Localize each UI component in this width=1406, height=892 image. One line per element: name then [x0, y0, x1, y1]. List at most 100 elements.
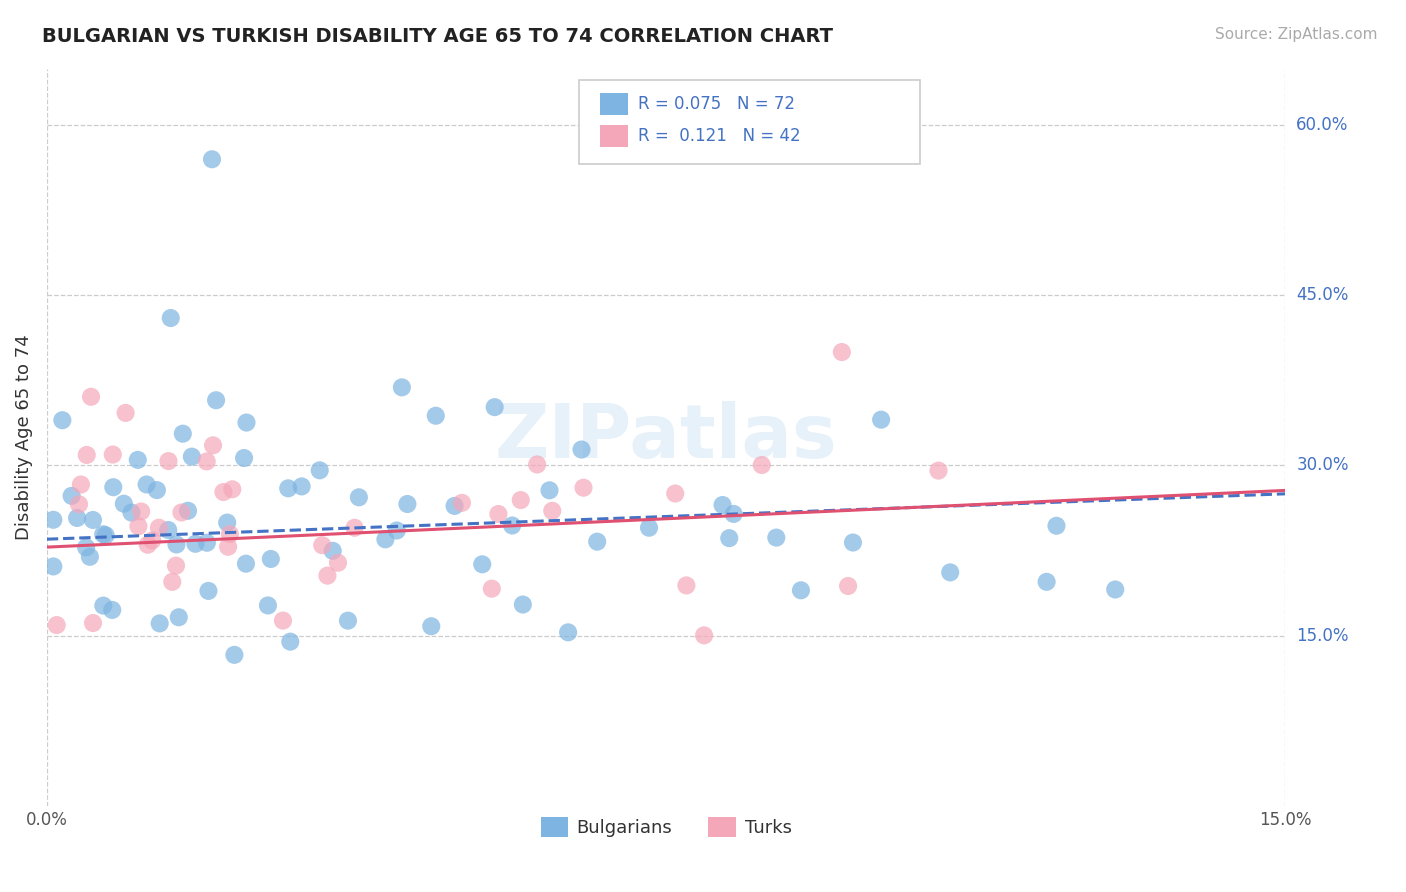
- Point: [217, 540, 239, 554]
- Point: [1104, 582, 1126, 597]
- Point: [385, 524, 408, 538]
- Point: [374, 533, 396, 547]
- Point: [165, 558, 187, 573]
- Point: [135, 477, 157, 491]
- Point: [638, 521, 661, 535]
- Point: [157, 454, 180, 468]
- Point: [751, 458, 773, 472]
- Text: ZIPatlas: ZIPatlas: [495, 401, 838, 474]
- Point: [723, 507, 745, 521]
- Point: [257, 599, 280, 613]
- Point: [927, 464, 949, 478]
- Point: [157, 523, 180, 537]
- Point: [79, 549, 101, 564]
- Point: [512, 598, 534, 612]
- Point: [790, 583, 813, 598]
- Point: [51, 413, 73, 427]
- Text: 60.0%: 60.0%: [1296, 116, 1348, 134]
- Point: [205, 393, 228, 408]
- Point: [60, 489, 83, 503]
- Point: [195, 535, 218, 549]
- Point: [149, 616, 172, 631]
- Point: [212, 485, 235, 500]
- Point: [277, 481, 299, 495]
- Point: [526, 458, 548, 472]
- Point: [42, 559, 65, 574]
- Point: [693, 628, 716, 642]
- Point: [451, 496, 474, 510]
- Point: [1045, 518, 1067, 533]
- Text: R =  0.121   N = 42: R = 0.121 N = 42: [637, 128, 800, 145]
- Point: [425, 409, 447, 423]
- Point: [67, 497, 90, 511]
- Point: [347, 491, 370, 505]
- Text: R = 0.075   N = 72: R = 0.075 N = 72: [637, 95, 794, 113]
- Point: [91, 599, 114, 613]
- Y-axis label: Disability Age 65 to 74: Disability Age 65 to 74: [15, 334, 32, 540]
- Point: [127, 519, 149, 533]
- Point: [396, 497, 419, 511]
- Point: [202, 438, 225, 452]
- Point: [201, 153, 224, 167]
- Point: [195, 454, 218, 468]
- Point: [233, 450, 256, 465]
- Point: [291, 479, 314, 493]
- Point: [538, 483, 561, 498]
- Point: [831, 345, 853, 359]
- Point: [217, 516, 239, 530]
- Point: [162, 574, 184, 589]
- Point: [127, 453, 149, 467]
- Bar: [600, 125, 627, 147]
- Point: [91, 527, 114, 541]
- Point: [197, 583, 219, 598]
- Point: [765, 531, 787, 545]
- Point: [235, 416, 257, 430]
- Point: [311, 538, 333, 552]
- Point: [316, 568, 339, 582]
- Point: [82, 615, 104, 630]
- Point: [481, 582, 503, 596]
- Point: [141, 533, 163, 548]
- Point: [837, 579, 859, 593]
- Point: [177, 504, 200, 518]
- Legend: Bulgarians, Turks: Bulgarians, Turks: [533, 809, 799, 845]
- Point: [114, 406, 136, 420]
- Point: [112, 497, 135, 511]
- Point: [557, 625, 579, 640]
- Point: [675, 578, 697, 592]
- Point: [322, 544, 344, 558]
- Point: [336, 614, 359, 628]
- Point: [326, 556, 349, 570]
- Point: [121, 506, 143, 520]
- Point: [235, 557, 257, 571]
- Point: [343, 521, 366, 535]
- Point: [664, 486, 686, 500]
- Point: [42, 513, 65, 527]
- Point: [148, 521, 170, 535]
- Point: [184, 537, 207, 551]
- Point: [278, 634, 301, 648]
- Point: [260, 552, 283, 566]
- Point: [146, 483, 169, 497]
- Point: [103, 480, 125, 494]
- Text: Source: ZipAtlas.com: Source: ZipAtlas.com: [1215, 27, 1378, 42]
- Point: [101, 603, 124, 617]
- Point: [486, 507, 509, 521]
- Text: BULGARIAN VS TURKISH DISABILITY AGE 65 TO 74 CORRELATION CHART: BULGARIAN VS TURKISH DISABILITY AGE 65 T…: [42, 27, 834, 45]
- Point: [172, 426, 194, 441]
- FancyBboxPatch shape: [579, 79, 920, 164]
- Point: [136, 538, 159, 552]
- Point: [842, 535, 865, 549]
- Point: [509, 493, 531, 508]
- Point: [572, 481, 595, 495]
- Text: 30.0%: 30.0%: [1296, 457, 1348, 475]
- Point: [939, 566, 962, 580]
- Point: [271, 614, 294, 628]
- Point: [471, 558, 494, 572]
- Point: [586, 534, 609, 549]
- Point: [420, 619, 443, 633]
- Point: [167, 610, 190, 624]
- Text: 45.0%: 45.0%: [1296, 286, 1348, 304]
- Point: [82, 513, 104, 527]
- Point: [166, 537, 188, 551]
